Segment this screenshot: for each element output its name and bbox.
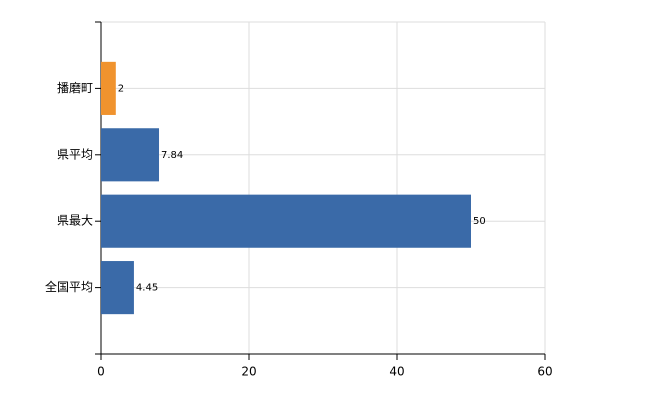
y-tick-label: 県平均: [57, 147, 93, 161]
x-tick-label: 40: [389, 365, 404, 379]
bar: [101, 261, 134, 315]
bar: [101, 128, 160, 182]
x-tick-label: 20: [241, 365, 256, 379]
value-label: 4.45: [136, 283, 158, 294]
bar: [101, 194, 471, 248]
bar: [101, 61, 116, 115]
value-label: 7.84: [161, 150, 183, 161]
x-tick-label: 0: [97, 365, 105, 379]
x-tick-label: 60: [537, 365, 552, 379]
value-label: 2: [118, 83, 124, 94]
y-tick-label: 播磨町: [57, 81, 93, 95]
y-tick-label: 県最大: [57, 214, 93, 228]
value-label: 50: [473, 216, 486, 227]
y-tick-label: 全国平均: [45, 279, 93, 294]
